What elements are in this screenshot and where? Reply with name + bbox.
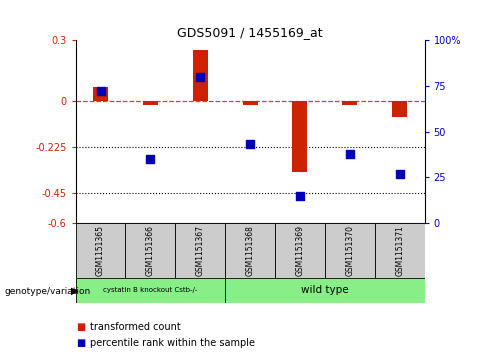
Bar: [225, 278, 425, 303]
Bar: [93, 87, 108, 101]
Bar: [243, 101, 258, 105]
Bar: [375, 223, 425, 278]
Text: transformed count: transformed count: [90, 322, 181, 332]
Bar: [292, 101, 307, 172]
Bar: [125, 223, 175, 278]
Point: [346, 151, 354, 156]
Point: [97, 88, 104, 94]
Text: GSM1151371: GSM1151371: [395, 225, 404, 276]
Text: GSM1151368: GSM1151368: [245, 225, 255, 276]
Bar: [193, 50, 208, 101]
Point: [146, 156, 154, 162]
Text: ▶: ▶: [71, 286, 78, 296]
Bar: [175, 223, 225, 278]
Point: [196, 74, 204, 79]
Point: [246, 142, 254, 147]
Point: [396, 171, 404, 177]
Bar: [342, 101, 357, 105]
Text: GSM1151367: GSM1151367: [196, 225, 205, 276]
Bar: [76, 223, 125, 278]
Text: GSM1151370: GSM1151370: [346, 225, 354, 276]
Text: ■: ■: [76, 338, 85, 348]
Text: percentile rank within the sample: percentile rank within the sample: [90, 338, 255, 348]
Bar: [275, 223, 325, 278]
Point: [296, 193, 304, 199]
Text: GSM1151366: GSM1151366: [146, 225, 155, 276]
Text: GSM1151369: GSM1151369: [295, 225, 305, 276]
Text: cystatin B knockout Cstb-/-: cystatin B knockout Cstb-/-: [103, 287, 198, 293]
Text: GSM1151365: GSM1151365: [96, 225, 105, 276]
Title: GDS5091 / 1455169_at: GDS5091 / 1455169_at: [177, 26, 323, 39]
Bar: [325, 223, 375, 278]
Text: wild type: wild type: [301, 285, 349, 295]
Bar: [76, 278, 225, 303]
Text: genotype/variation: genotype/variation: [5, 287, 91, 295]
Bar: [225, 223, 275, 278]
Bar: [392, 101, 407, 117]
Bar: [143, 101, 158, 105]
Text: ■: ■: [76, 322, 85, 332]
